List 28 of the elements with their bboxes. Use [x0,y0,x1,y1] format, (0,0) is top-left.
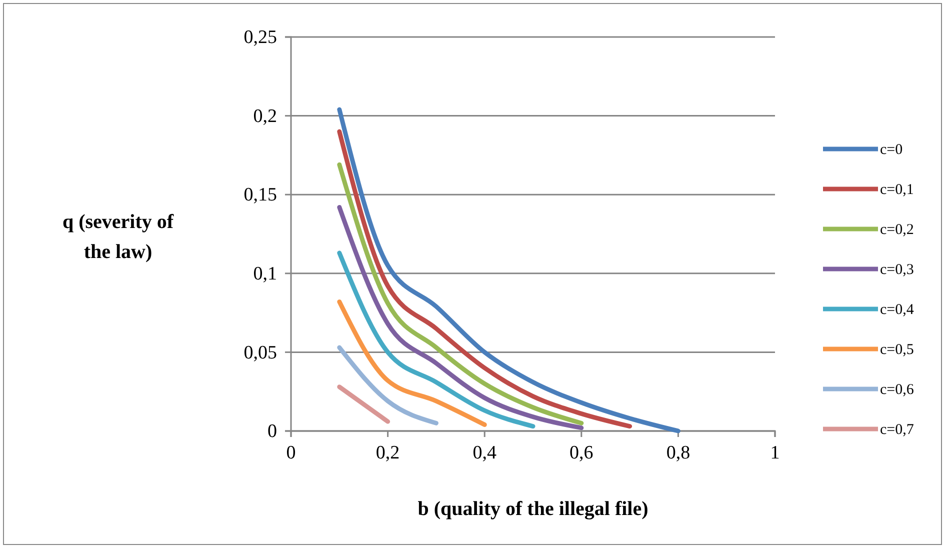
y-tick-label: 0,1 [253,263,277,284]
line-series [337,300,487,427]
y-tick-label: 0,05 [244,342,277,364]
legend-label: c=0,2 [880,222,914,238]
x-tick-label: 1 [770,442,780,464]
y-tick-label: 0 [268,421,277,442]
legend-label: c=0,7 [880,422,914,438]
y-axis-title: q (severity of the law) [62,211,174,263]
legend-label: c=0,5 [880,342,914,358]
legend-label: c=0,3 [880,262,914,278]
legend-label: c=0,4 [880,302,914,318]
y-tick-label: 0,15 [244,184,277,206]
x-tick-label: 0,8 [666,442,690,464]
line-series [337,129,632,429]
line-series [337,107,680,434]
y-tick-label: 0,25 [244,27,277,48]
x-tick-label: 0,6 [570,442,594,464]
y-tick-label: 0,2 [253,106,277,127]
legend-label: c=0,6 [880,382,914,398]
x-tick-label: 0,4 [472,442,497,464]
legend-label: c=0 [880,142,903,158]
line-series [337,250,536,429]
x-axis-title: b (quality of the illegal file) [418,498,648,520]
x-tick-label: 0 [286,442,296,464]
legend-label: c=0,1 [880,182,914,198]
line-series [337,204,584,430]
line-series [337,162,584,426]
x-tick-label: 0,2 [376,442,400,464]
